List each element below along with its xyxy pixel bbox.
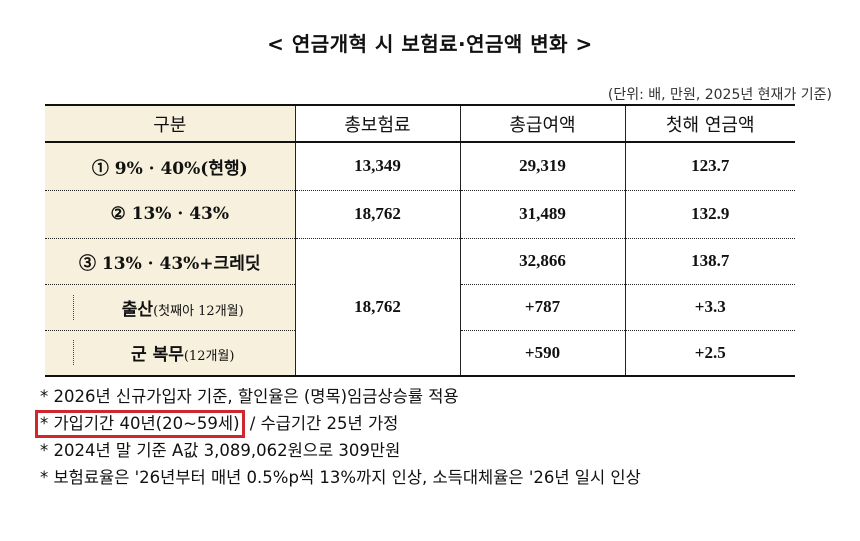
header-row: 구분 총보험료 총급여액 첫해 연금액	[45, 104, 795, 143]
footnote-rest: / 수급기간 25년 가정	[249, 414, 399, 433]
subrow-label-note: (12개월)	[183, 349, 235, 365]
first-year-cell: 123.7	[624, 142, 795, 191]
first-year-cell: +2.5	[624, 330, 795, 377]
unit-note: (단위: 배, 만원, 2025년 현재가 기준)	[607, 87, 832, 103]
table-row: ③ 13% · 43%+크레딧 18,762 32,866 138.7	[45, 238, 795, 377]
header-premium: 총보험료	[294, 104, 460, 143]
premium-cell-merged: 18,762	[294, 238, 460, 377]
row-label: ③ 13% · 43%+크레딧	[45, 238, 295, 285]
first-year-cell: 132.9	[624, 190, 795, 239]
benefit-cell: 29,319	[459, 142, 625, 191]
subrow-label-note: (첫째아 12개월)	[153, 303, 244, 319]
header-first-year: 첫해 연금액	[624, 104, 795, 143]
highlighted-footnote: * 가입기간 40년(20~59세)	[35, 410, 245, 438]
subrow-label: 출산(첫째아 12개월)	[45, 284, 295, 331]
table-subrow: 출산(첫째아 12개월) +787 +3.3	[45, 284, 795, 331]
benefit-cell: 31,489	[459, 190, 625, 239]
footnote: * 가입기간 40년(20~59세) / 수급기간 25년 가정	[35, 410, 641, 438]
footnote: * 2026년 신규가입자 기준, 할인율은 (명목)임금상승률 적용	[40, 387, 459, 406]
pension-table: 구분 총보험료 총급여액 첫해 연금액 ① 9% · 40%(현행) 13,34…	[45, 104, 795, 377]
footnotes: * 2026년 신규가입자 기준, 할인율은 (명목)임금상승률 적용 * 가입…	[35, 383, 641, 491]
table-row: ② 13% · 43% 18,762 31,489 132.9	[45, 190, 795, 239]
footnote: * 2024년 말 기준 A값 3,089,062원으로 309만원	[40, 441, 401, 460]
first-year-cell: 138.7	[624, 238, 795, 285]
subrow-label-main: 군 복무	[131, 345, 184, 366]
row-label: ① 9% · 40%(현행)	[45, 142, 295, 191]
premium-cell: 18,762	[294, 190, 460, 239]
table-row: ① 9% · 40%(현행) 13,349 29,319 123.7	[45, 142, 795, 191]
footnote: * 보험료율은 '26년부터 매년 0.5%p씩 13%까지 인상, 소득대체율…	[40, 468, 641, 487]
header-benefit: 총급여액	[459, 104, 625, 143]
header-category: 구분	[45, 104, 295, 143]
subrow-label: 군 복무(12개월)	[45, 330, 295, 377]
first-year-cell: +3.3	[624, 284, 795, 331]
benefit-cell: +787	[459, 284, 625, 331]
row-label: ② 13% · 43%	[45, 190, 295, 239]
premium-cell: 13,349	[294, 142, 460, 191]
subrow-divider	[73, 294, 74, 320]
benefit-cell: +590	[459, 330, 625, 377]
page-title: < 연금개혁 시 보험료·연금액 변화 >	[267, 32, 593, 56]
subrow-divider	[73, 340, 74, 366]
benefit-cell: 32,866	[459, 238, 625, 285]
subrow-label-main: 출산	[121, 299, 154, 320]
table-subrow: 군 복무(12개월) +590 +2.5	[45, 330, 795, 377]
